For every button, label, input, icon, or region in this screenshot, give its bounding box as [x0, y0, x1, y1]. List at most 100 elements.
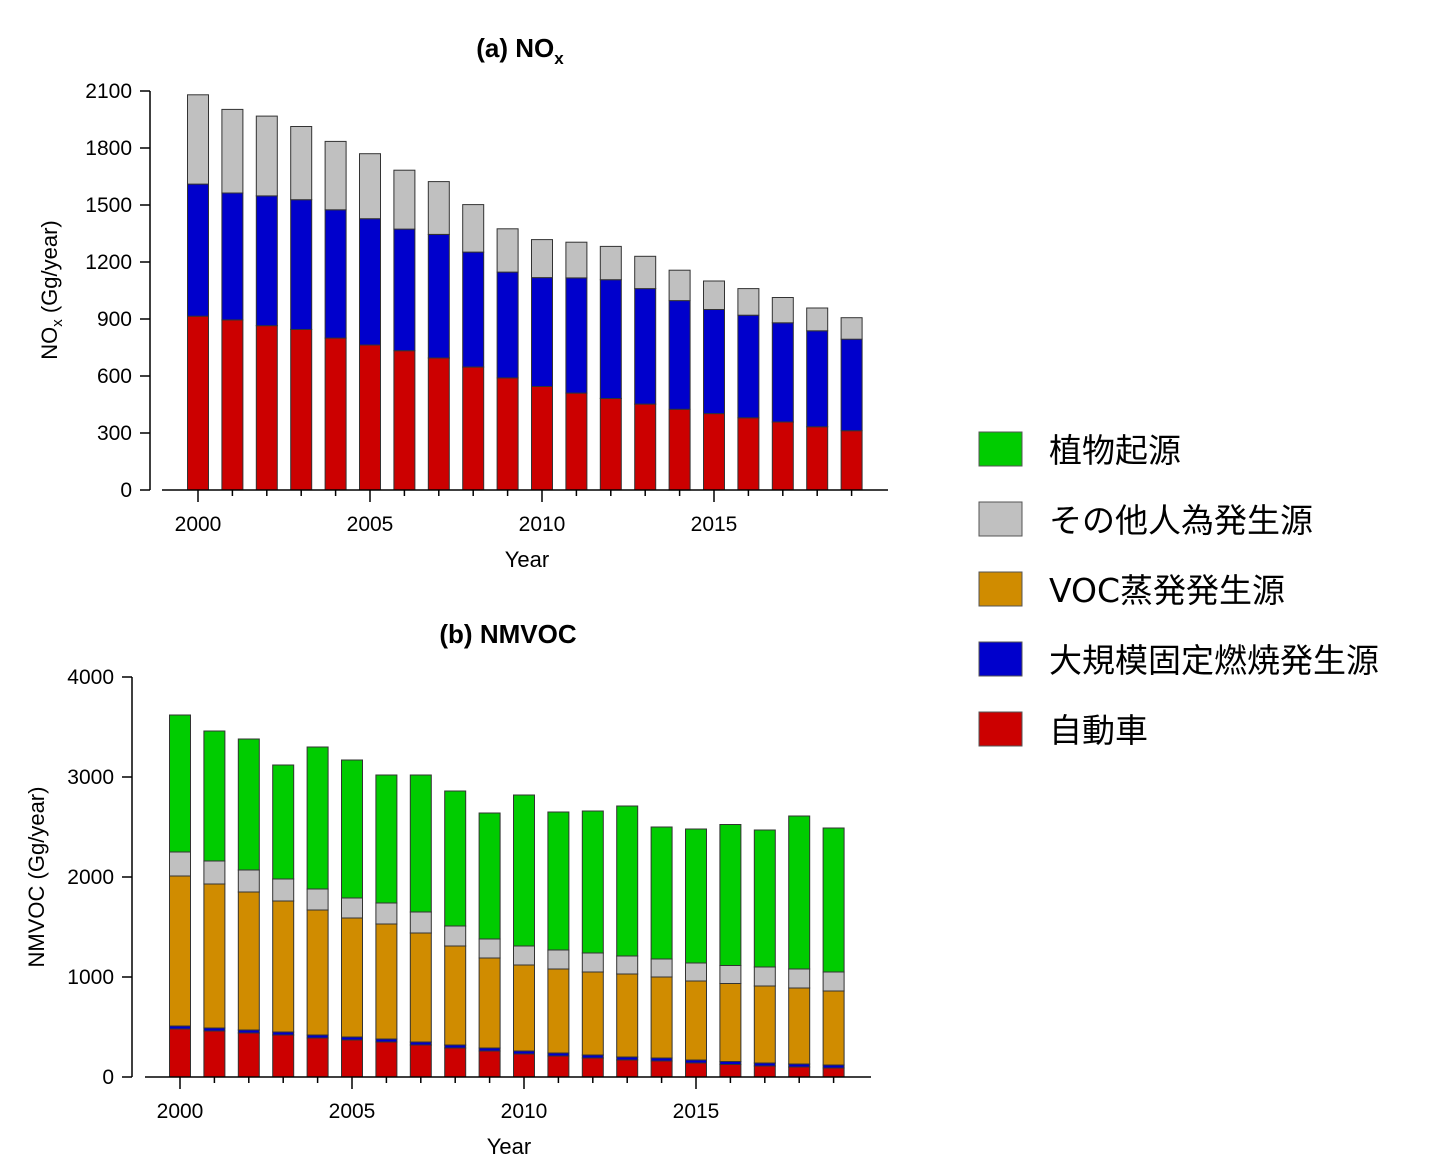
nmvoc-bar-automobile-2012	[581, 1057, 604, 1078]
nmvoc-bar-automobile-2015	[685, 1062, 707, 1078]
nmvoc-bar-automobile-2011	[547, 1055, 570, 1078]
nox-bar-other_anthropogenic-2003	[290, 126, 313, 201]
nox-chart: (a) NOx 0 300 600 900 1200 1500 1800 2100 2000 20…	[37, 33, 888, 572]
legend-label-voc_evaporative: VOC蒸発発生源	[1049, 571, 1285, 610]
nox-y-tick-label: 900	[97, 308, 132, 331]
nmvoc-bar-other_anthropogenic-2011	[547, 949, 570, 970]
nox-x-tick-label: 2005	[347, 513, 394, 536]
nox-bar-automobile-2000	[187, 315, 209, 491]
nmvoc-bar-voc_evaporative-2007	[409, 932, 432, 1043]
nmvoc-bar-biogenic-2004	[306, 746, 329, 890]
nox-y-tick-label: 0	[120, 479, 132, 502]
nmvoc-bar-biogenic-2007	[409, 774, 432, 913]
nox-chart-title: (a) NOx	[476, 33, 564, 68]
nmvoc-bar-biogenic-2016	[719, 824, 742, 966]
legend-swatch-biogenic	[978, 431, 1023, 467]
nmvoc-bar-automobile-2002	[237, 1032, 260, 1078]
nmvoc-bar-biogenic-2002	[237, 738, 260, 871]
nmvoc-chart: (b) NMVOC 0 1000 2000 3000 4000 2000 2005 2010 2…	[24, 619, 871, 1159]
nmvoc-bar-voc_evaporative-2009	[478, 957, 501, 1049]
nmvoc-bar-other_anthropogenic-2002	[237, 869, 260, 893]
nmvoc-bar-biogenic-2009	[478, 812, 501, 940]
legend-label-biogenic: 植物起源	[1049, 431, 1181, 470]
nmvoc-bar-biogenic-2010	[513, 794, 535, 947]
nmvoc-bar-automobile-2006	[375, 1041, 398, 1078]
nox-bar-other_anthropogenic-2004	[324, 140, 347, 211]
nmvoc-bar-automobile-2005	[341, 1039, 363, 1078]
nmvoc-bar-voc_evaporative-2005	[341, 917, 363, 1038]
nox-bar-automobile-2001	[221, 319, 244, 491]
nox-bar-large_stationary-2000	[187, 183, 209, 317]
nox-bar-automobile-2009	[496, 377, 519, 491]
nmvoc-y-tick-label: 1000	[67, 966, 114, 989]
nox-bar-other_anthropogenic-2006	[393, 169, 416, 230]
nmvoc-bar-biogenic-2013	[616, 805, 639, 957]
nmvoc-bar-other_anthropogenic-2009	[478, 938, 501, 959]
nox-bar-other_anthropogenic-2002	[255, 115, 278, 197]
nmvoc-bar-biogenic-2014	[650, 826, 673, 960]
nox-bar-other_anthropogenic-2016	[737, 288, 760, 316]
nmvoc-x-tick-label: 2005	[329, 1100, 376, 1123]
nox-x-tick-label: 2000	[175, 513, 222, 536]
nox-bar-automobile-2006	[393, 350, 416, 491]
nox-bar-automobile-2007	[427, 357, 450, 491]
nox-bar-other_anthropogenic-2011	[565, 241, 588, 279]
nmvoc-bar-biogenic-2008	[444, 790, 467, 927]
nmvoc-y-tick-label: 4000	[67, 666, 114, 689]
nmvoc-bar-other_anthropogenic-2012	[581, 952, 604, 973]
nmvoc-bar-automobile-2000	[169, 1028, 191, 1078]
nmvoc-chart-title: (b) NMVOC	[439, 619, 576, 649]
nox-bar-automobile-2016	[737, 417, 760, 491]
nmvoc-x-tick-label: 2010	[501, 1100, 548, 1123]
nox-bar-automobile-2004	[324, 337, 347, 491]
nmvoc-bar-voc_evaporative-2014	[650, 976, 673, 1059]
nox-y-tick-label: 1500	[85, 194, 132, 217]
legend-item-automobile: 自動車	[978, 711, 1148, 750]
nox-bar-large_stationary-2001	[221, 192, 244, 321]
nmvoc-bar-automobile-2016	[719, 1064, 742, 1078]
nmvoc-bar-voc_evaporative-2019	[822, 990, 845, 1066]
nox-bar-automobile-2003	[290, 328, 313, 491]
nmvoc-x-axis-label: Year	[487, 1134, 531, 1159]
nmvoc-bar-automobile-2019	[822, 1067, 845, 1078]
nmvoc-bar-other_anthropogenic-2006	[375, 902, 398, 925]
nmvoc-bar-voc_evaporative-2010	[513, 964, 535, 1052]
nox-y-tick-label: 1200	[85, 251, 132, 274]
nox-y-tick-label: 1800	[85, 137, 132, 160]
nox-bar-other_anthropogenic-2008	[462, 204, 485, 253]
nmvoc-bar-biogenic-2011	[547, 811, 570, 951]
nmvoc-bar-automobile-2009	[478, 1050, 501, 1078]
nox-bar-other_anthropogenic-2012	[599, 245, 622, 281]
nmvoc-bar-other_anthropogenic-2000	[169, 851, 191, 877]
nmvoc-bar-other_anthropogenic-2003	[272, 878, 295, 902]
nmvoc-bar-biogenic-2005	[341, 759, 363, 899]
legend-label-automobile: 自動車	[1049, 711, 1148, 750]
nmvoc-bar-voc_evaporative-2017	[753, 985, 776, 1064]
nmvoc-bar-automobile-2014	[650, 1060, 673, 1078]
legend-swatch-automobile	[978, 711, 1023, 747]
nmvoc-bar-automobile-2004	[306, 1037, 329, 1078]
nox-bar-other_anthropogenic-2015	[703, 280, 725, 310]
nox-bar-large_stationary-2005	[359, 218, 381, 346]
nox-x-axis-label: Year	[505, 547, 549, 572]
nox-bar-other_anthropogenic-2013	[634, 255, 657, 290]
nox-bar-other_anthropogenic-2010	[531, 239, 553, 279]
nox-bar-large_stationary-2018	[806, 330, 829, 428]
nmvoc-bar-other_anthropogenic-2016	[719, 965, 742, 984]
nox-bar-large_stationary-2009	[496, 271, 519, 379]
nox-bar-automobile-2018	[806, 426, 829, 491]
nox-bar-large_stationary-2007	[427, 234, 450, 359]
nmvoc-bar-other_anthropogenic-2004	[306, 888, 329, 911]
nmvoc-bar-other_anthropogenic-2013	[616, 955, 639, 975]
nox-bar-large_stationary-2013	[634, 288, 657, 405]
nox-bar-automobile-2011	[565, 392, 588, 491]
nox-bar-automobile-2010	[531, 385, 553, 491]
nmvoc-bar-automobile-2017	[753, 1065, 776, 1078]
nmvoc-bar-biogenic-2018	[788, 815, 811, 970]
nmvoc-bar-voc_evaporative-2013	[616, 973, 639, 1058]
nmvoc-bar-biogenic-2019	[822, 827, 845, 973]
legend-swatch-large_stationary	[978, 641, 1023, 677]
nox-bar-other_anthropogenic-2019	[840, 317, 863, 340]
